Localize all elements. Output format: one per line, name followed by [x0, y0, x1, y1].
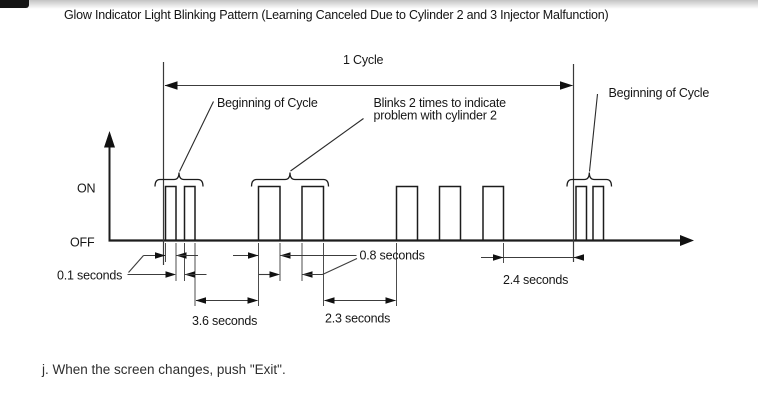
callout-beginning-of-cycle-left: Beginning of Cycle	[179, 96, 318, 172]
beginning-of-cycle-right-label: Beginning of Cycle	[609, 86, 710, 100]
callout-blinks-cylinder-2: Blinks 2 times to indicate problem with …	[290, 96, 507, 172]
page-title: Glow Indicator Light Blinking Pattern (L…	[64, 8, 609, 22]
pulse-group-cylinder-3	[395, 185, 505, 241]
extension-lines	[165, 243, 504, 306]
y-axis-arrow-icon	[104, 131, 115, 148]
dimension-2-4-seconds: 2.4 seconds	[481, 254, 584, 287]
brace-cylinder-2	[250, 172, 330, 187]
time-axis	[108, 235, 694, 246]
dimension-0-8-seconds: 0.8 seconds	[233, 249, 425, 278]
y-axis	[104, 131, 115, 242]
one-cycle-dimension: 1 Cycle	[164, 53, 573, 90]
beginning-of-cycle-left-label: Beginning of Cycle	[217, 96, 318, 110]
blinks-note-line1: Blinks 2 times to indicate	[374, 96, 507, 110]
dimension-0-1-seconds: 0.1 seconds	[57, 252, 207, 283]
pause-before-next-cycle-label: 2.4 seconds	[503, 273, 568, 287]
window-corner-tab	[0, 0, 29, 8]
one-cycle-label: 1 Cycle	[343, 53, 384, 67]
off-label: OFF	[70, 236, 95, 250]
pulse-group-next-cycle-start	[575, 185, 605, 241]
dimension-3-6-seconds: 3.6 seconds	[192, 297, 258, 328]
short-blink-label: 0.1 seconds	[57, 269, 122, 283]
pulse-group-cycle-start	[164, 185, 196, 241]
callout-beginning-of-cycle-right: Beginning of Cycle	[588, 86, 710, 172]
pause-between-codes-label: 2.3 seconds	[325, 312, 390, 326]
on-label: ON	[77, 182, 96, 196]
long-blink-label: 0.8 seconds	[360, 249, 425, 263]
pulse-group-cylinder-2	[257, 185, 325, 241]
brace-next-cycle-start	[566, 172, 613, 187]
window-top-edge	[0, 0, 758, 9]
blinks-note-line2: problem with cylinder 2	[374, 109, 497, 123]
brace-cycle-start	[154, 172, 204, 187]
step-instruction: j. When the screen changes, push "Exit".	[42, 362, 286, 377]
pause-after-cycle-start-label: 3.6 seconds	[192, 314, 257, 328]
time-axis-arrow-icon	[680, 235, 694, 246]
dimension-2-3-seconds: 2.3 seconds	[324, 297, 396, 326]
